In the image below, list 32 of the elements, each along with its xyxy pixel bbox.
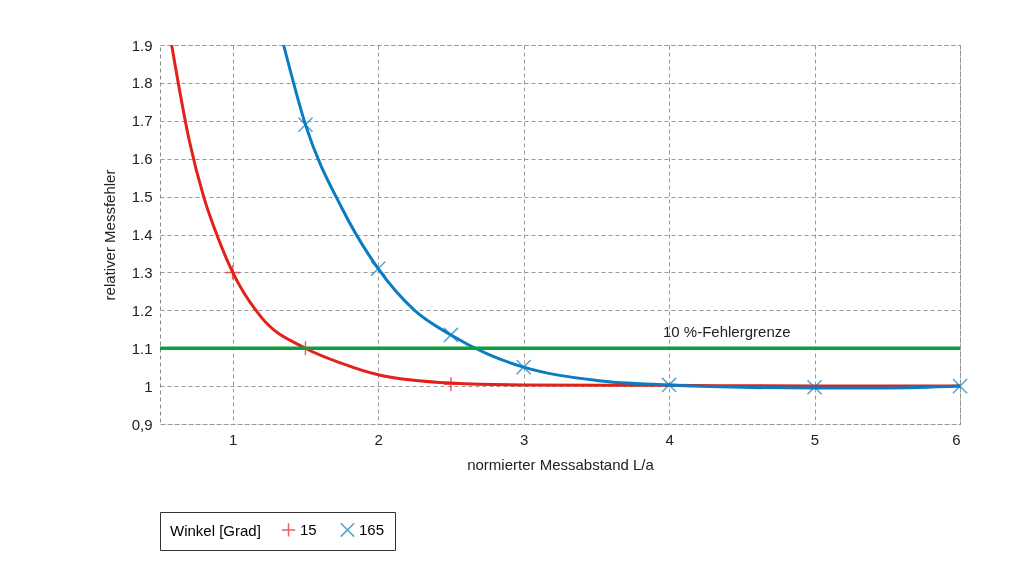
y-axis-title: relativer Messfehler <box>100 169 118 301</box>
x-tick-label: 2 <box>374 430 383 448</box>
legend-label: 165 <box>359 520 385 538</box>
y-tick-label: 1.5 <box>131 188 153 206</box>
point <box>224 264 241 281</box>
legend-label: 15 <box>300 520 317 538</box>
y-tick-label: 0,9 <box>131 415 153 433</box>
x-tick-label: 4 <box>665 430 674 448</box>
y-tick-label: 1.7 <box>131 112 153 130</box>
x-tick-label: 5 <box>810 430 820 448</box>
y-tick-label: 1.8 <box>131 74 153 92</box>
x-tick-label: 1 <box>229 430 238 448</box>
y-tick-label: 1 <box>144 377 153 395</box>
x-tick-label: 3 <box>519 430 529 448</box>
point <box>443 376 459 393</box>
y-tick-label: 1.4 <box>131 226 153 243</box>
ref-line-label: 10 %-Fehlergrenze <box>663 323 791 341</box>
y-tick-label: 1.9 <box>131 36 153 54</box>
point <box>297 116 314 133</box>
y-tick-label: 1.1 <box>131 339 153 357</box>
x-axis-title: normierter Messabstand L/a <box>467 455 655 473</box>
point <box>661 377 677 393</box>
point <box>443 327 459 343</box>
point <box>806 379 823 396</box>
point <box>370 260 386 277</box>
legend-title: Winkel [Grad] <box>170 522 261 539</box>
point <box>515 359 532 375</box>
y-tick-label: 1.3 <box>131 263 153 281</box>
y-tick-label: 1.2 <box>131 301 153 319</box>
point <box>952 378 968 394</box>
y-tick-label: 1.6 <box>131 150 153 168</box>
x-tick-label: 6 <box>952 430 961 448</box>
